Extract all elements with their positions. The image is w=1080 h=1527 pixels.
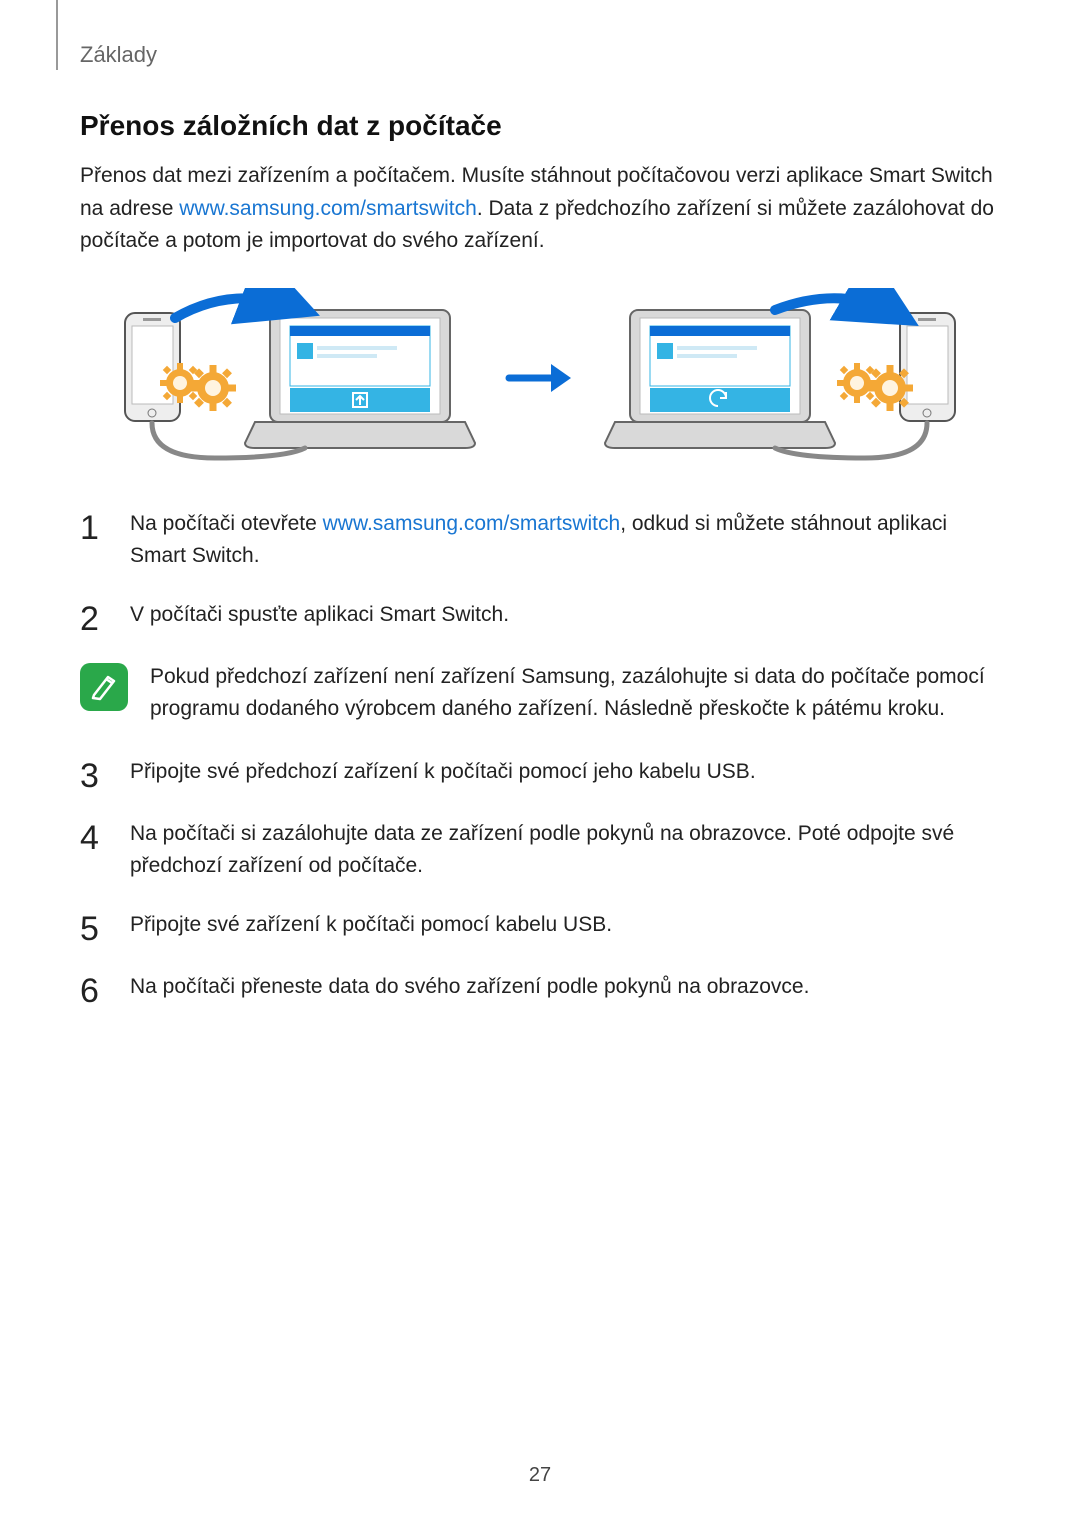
page-number: 27 <box>0 1464 1080 1487</box>
side-rule <box>56 0 58 70</box>
chapter-label: Základy <box>80 42 157 68</box>
intro-link[interactable]: www.samsung.com/smartswitch <box>179 197 477 220</box>
section-title: Přenos záložních dat z počítače <box>80 110 1000 142</box>
restore-illustration <box>595 288 975 468</box>
step-1: Na počítači otevřete www.samsung.com/sma… <box>80 508 1000 573</box>
backup-illustration <box>105 288 485 468</box>
step-3: Připojte své předchozí zařízení k počíta… <box>80 756 1000 792</box>
diagram-restore <box>595 288 975 468</box>
diagram-row <box>80 288 1000 468</box>
steps-list-cont: Připojte své předchozí zařízení k počíta… <box>80 756 1000 1007</box>
intro-paragraph: Přenos dat mezi zařízením a počítačem. M… <box>80 160 1000 258</box>
note-block: Pokud předchozí zařízení není zařízení S… <box>80 661 1000 726</box>
step-6: Na počítači přeneste data do svého zaříz… <box>80 971 1000 1007</box>
step-5: Připojte své zařízení k počítači pomocí … <box>80 909 1000 945</box>
note-text: Pokud předchozí zařízení není zařízení S… <box>150 661 1000 726</box>
step-2: V počítači spusťte aplikaci Smart Switch… <box>80 599 1000 635</box>
steps-list: Na počítači otevřete www.samsung.com/sma… <box>80 508 1000 635</box>
step-1-link[interactable]: www.samsung.com/smartswitch <box>323 512 621 535</box>
diagram-backup <box>105 288 485 468</box>
document-page: Základy Přenos záložních dat z počítače … <box>0 0 1080 1527</box>
note-icon <box>80 663 128 711</box>
content: Přenos záložních dat z počítače Přenos d… <box>80 40 1000 1007</box>
step-1-before: Na počítači otevřete <box>130 512 323 535</box>
diagram-arrow <box>505 358 575 398</box>
step-4: Na počítači si zazálohujte data ze zaříz… <box>80 818 1000 883</box>
